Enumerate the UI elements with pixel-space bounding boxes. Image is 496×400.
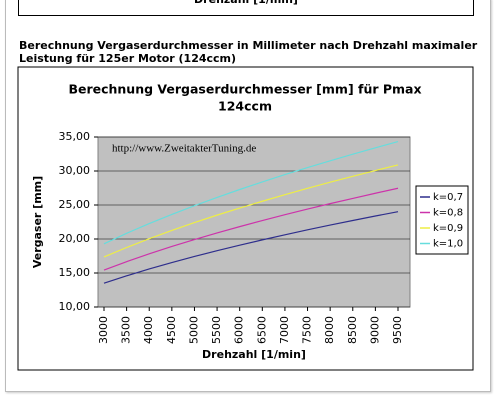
- y-tick-label: 20,00: [59, 232, 91, 245]
- legend-label: k=0,7: [433, 192, 463, 203]
- y-tick-label: 30,00: [59, 164, 91, 177]
- series-line: [103, 164, 399, 258]
- y-tick-label: 25,00: [59, 198, 91, 211]
- x-tick-label: 5000: [187, 316, 200, 344]
- y-tick-label: 10,00: [59, 300, 91, 313]
- x-tick-label: 6500: [255, 316, 268, 344]
- x-tick-label: 5500: [210, 316, 223, 344]
- previous-chart-caption: Drehzahl [1/min]: [18, 0, 474, 16]
- y-axis-label: Vergaser [mm]: [31, 176, 44, 268]
- series-line: [103, 140, 399, 245]
- annotation: http://www.ZweitakterTuning.de: [112, 143, 256, 155]
- chart-subtitle: 124ccm: [218, 99, 272, 114]
- series-line: [103, 187, 399, 271]
- legend-label: k=0,8: [433, 208, 463, 219]
- x-tick-label: 4500: [165, 316, 178, 344]
- x-tick-label: 8000: [323, 316, 336, 344]
- legend-label: k=0,9: [433, 223, 463, 234]
- series-line: [103, 211, 399, 284]
- x-tick-label: 9500: [391, 316, 404, 344]
- x-tick-label: 8500: [346, 316, 359, 344]
- x-tick-label: 7500: [301, 316, 314, 344]
- plot-area: [97, 136, 411, 308]
- legend-label: k=1,0: [433, 239, 463, 250]
- x-tick-label: 7000: [278, 316, 291, 344]
- x-tick-label: 6000: [233, 316, 246, 344]
- x-tick-label: 4000: [142, 316, 155, 344]
- content-frame: [5, 0, 491, 392]
- x-tick-label: 9000: [368, 316, 381, 344]
- chart-title: Berechnung Vergaserdurchmesser [mm] für …: [68, 82, 421, 97]
- x-axis-label: Drehzahl [1/min]: [202, 348, 306, 361]
- section-heading: Berechnung Vergaserdurchmesser in Millim…: [19, 39, 478, 65]
- y-tick-label: 15,00: [59, 266, 91, 279]
- y-tick-label: 35,00: [59, 130, 91, 143]
- x-tick-label: 3000: [97, 316, 110, 344]
- x-tick-label: 3500: [120, 316, 133, 344]
